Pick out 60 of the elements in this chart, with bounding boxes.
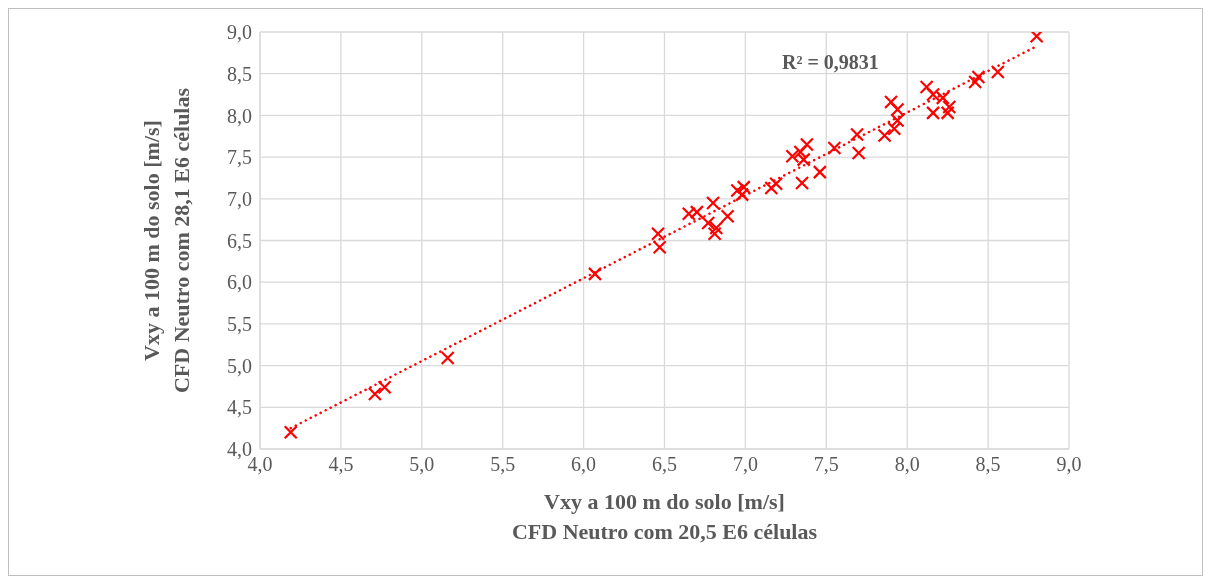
point <box>720 209 735 224</box>
point <box>827 140 842 156</box>
point <box>890 113 905 128</box>
x-tick-label: 6,5 <box>652 453 677 476</box>
point <box>793 145 808 160</box>
y-tick-label: 6,0 <box>227 271 252 294</box>
point <box>701 215 716 231</box>
point <box>650 226 666 241</box>
y-tick-label: 7,0 <box>227 187 252 210</box>
point <box>942 99 957 115</box>
y-tick-label: 7,5 <box>227 146 252 169</box>
x-axis-title: Vxy a 100 m do solo [m/s] CFD Neutro com 20,5 E6 células <box>511 489 818 544</box>
point <box>377 380 392 395</box>
point <box>799 137 814 152</box>
point <box>919 79 934 95</box>
point <box>705 195 721 211</box>
y-tick-label: 8,0 <box>227 104 252 127</box>
point <box>971 69 986 85</box>
point <box>709 220 724 236</box>
x-tick-label: 5,0 <box>409 453 435 476</box>
point <box>283 425 298 440</box>
x-tick-label: 7,5 <box>813 453 839 476</box>
y-tick-label: 5,0 <box>227 354 252 377</box>
point <box>730 183 745 198</box>
point <box>851 145 866 161</box>
point <box>877 128 892 143</box>
point <box>652 240 667 255</box>
point <box>968 74 983 90</box>
y-tick-label: 6,5 <box>227 229 252 252</box>
point <box>689 205 704 220</box>
point <box>812 165 827 180</box>
x-tick-label: 7,0 <box>732 453 758 476</box>
x-tick-label: 8,0 <box>894 453 920 476</box>
point <box>890 102 905 117</box>
x-tick-label: 8,5 <box>975 453 1001 476</box>
point <box>735 187 750 202</box>
point <box>849 127 865 142</box>
y-tick-label: 5,5 <box>227 313 252 335</box>
x-tick-label: 6,0 <box>571 453 597 476</box>
point <box>367 386 382 402</box>
point <box>587 266 603 281</box>
point <box>990 64 1005 80</box>
annotation: R² = 0,9831 <box>782 51 879 74</box>
point <box>736 180 751 195</box>
point <box>794 175 810 191</box>
point <box>769 176 784 191</box>
y-tick-label: 8,5 <box>227 62 252 85</box>
y-tick-label: 9,0 <box>227 21 252 44</box>
y-tick-label: 4,5 <box>227 396 252 419</box>
x-tick-label: 5,5 <box>490 453 516 476</box>
point <box>764 180 779 196</box>
point <box>887 121 902 136</box>
x-tick-label: 4,5 <box>328 453 354 476</box>
point <box>681 206 696 221</box>
point <box>883 94 899 110</box>
point <box>707 226 722 241</box>
point <box>440 350 455 366</box>
x-tick-label: 9,0 <box>1056 453 1082 476</box>
y-axis-title: Vxy a 100 m do solo [m/s] CFD Neutro com 28,1 E6 células <box>139 87 194 394</box>
point <box>1029 32 1044 44</box>
